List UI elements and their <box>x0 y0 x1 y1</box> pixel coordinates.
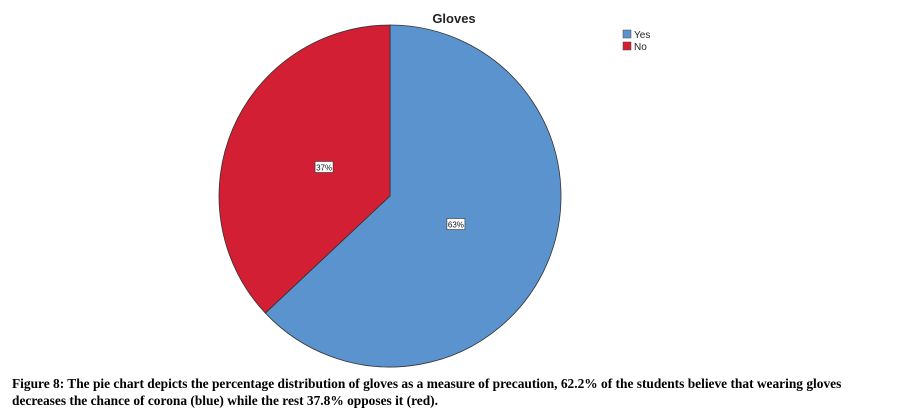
legend-swatch-yes <box>622 29 632 39</box>
legend: Yes No <box>622 29 650 53</box>
legend-item-no: No <box>622 41 647 53</box>
slice-label-text: 63% <box>448 221 464 230</box>
legend-label-no: No <box>634 42 647 53</box>
legend-label-yes: Yes <box>634 30 650 41</box>
figure-caption: Figure 8: The pie chart depicts the perc… <box>12 376 842 408</box>
legend-swatch-no <box>622 41 632 51</box>
chart-title: Gloves <box>432 11 475 26</box>
pie-slices <box>218 24 562 368</box>
slice-label-box <box>446 218 466 230</box>
pie-chart: Gloves 63% 37% Yes No <box>218 11 650 368</box>
legend-item-yes: Yes <box>622 29 650 41</box>
slice-label-text: 37% <box>316 163 332 172</box>
pie-slice-labels: 63% 37% <box>314 161 466 230</box>
slice-label-box <box>314 161 334 173</box>
pie-slice-no <box>218 24 391 314</box>
pie-slice-yes <box>264 24 562 368</box>
slice-label-no: 37% <box>314 161 334 173</box>
slice-label-yes: 63% <box>446 218 466 230</box>
